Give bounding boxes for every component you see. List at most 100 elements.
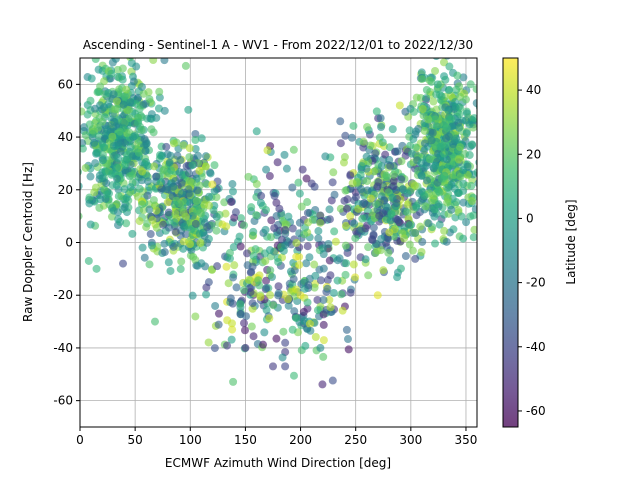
scatter-point-1162 bbox=[269, 301, 278, 310]
scatter-point-1577 bbox=[350, 219, 359, 228]
scatter-point-950 bbox=[202, 290, 211, 299]
scatter-point-1093 bbox=[310, 283, 319, 292]
scatter-point-1096 bbox=[248, 299, 257, 308]
scatter-point-1563 bbox=[411, 254, 420, 263]
scatter-point-841 bbox=[193, 151, 202, 160]
scatter-point-586 bbox=[135, 217, 144, 226]
scatter-point-2141 bbox=[411, 127, 420, 136]
scatter-point-1585 bbox=[328, 178, 337, 187]
scatter-point-1539 bbox=[330, 190, 339, 199]
scatter-point-2159 bbox=[459, 166, 468, 175]
scatter-point-2014 bbox=[469, 211, 477, 220]
scatter-point-372 bbox=[80, 107, 86, 116]
scatter-point-491 bbox=[102, 125, 111, 134]
x-tick-label-3: 150 bbox=[234, 433, 257, 447]
scatter-point-1113 bbox=[262, 306, 271, 315]
scatter-point-1635 bbox=[392, 199, 401, 208]
scatter-point-1180 bbox=[292, 285, 301, 294]
scatter-point-1248 bbox=[259, 340, 268, 349]
scatter-point-1053 bbox=[341, 131, 350, 140]
scatter-point-1777 bbox=[435, 220, 444, 229]
scatter-point-2121 bbox=[459, 186, 468, 195]
scatter-point-1650 bbox=[387, 210, 396, 219]
scatter-point-944 bbox=[214, 309, 223, 318]
scatter-point-1154 bbox=[292, 252, 301, 261]
scatter-point-2176 bbox=[373, 291, 382, 300]
scatter-point-1198 bbox=[292, 313, 301, 322]
scatter-point-1153 bbox=[240, 326, 249, 335]
scatter-point-1078 bbox=[237, 214, 246, 223]
scatter-point-1226 bbox=[265, 314, 274, 323]
scatter-point-2181 bbox=[316, 343, 325, 352]
y-axis-label: Raw Doppler Centroid [Hz] bbox=[21, 162, 35, 322]
scatter-point-479 bbox=[137, 82, 146, 91]
scatter-point-1998 bbox=[445, 62, 454, 71]
scatter-point-2102 bbox=[433, 80, 442, 89]
scatter-point-1578 bbox=[329, 168, 338, 177]
scatter-point-2161 bbox=[427, 77, 436, 86]
scatter-point-1283 bbox=[349, 121, 358, 130]
x-axis-label: ECMWF Azimuth Wind Direction [deg] bbox=[165, 456, 391, 470]
scatter-point-2145 bbox=[447, 115, 456, 124]
scatter-point-1215 bbox=[310, 260, 319, 269]
scatter-point-928 bbox=[319, 320, 328, 329]
scatter-point-2167 bbox=[417, 171, 426, 180]
scatter-point-1189 bbox=[266, 266, 275, 275]
scatter-point-1476 bbox=[397, 157, 406, 166]
scatter-point-2106 bbox=[453, 71, 462, 80]
scatter-point-2166 bbox=[459, 198, 468, 207]
scatter-point-1982 bbox=[478, 95, 486, 103]
scatter-point-894 bbox=[212, 212, 221, 221]
colorbar-ticks: -60 -40 -20 0 20 40 bbox=[518, 83, 546, 418]
scatter-point-759 bbox=[197, 259, 206, 268]
scatter-point-1726 bbox=[439, 58, 448, 67]
scatter-point-1615 bbox=[362, 152, 371, 161]
scatter-point-1387 bbox=[377, 123, 386, 132]
scatter-point-1266 bbox=[314, 234, 323, 243]
scatter-point-886 bbox=[167, 166, 176, 175]
scatter-point-1601 bbox=[408, 246, 417, 255]
scatter-point-2132 bbox=[443, 183, 452, 192]
scatter-point-1581 bbox=[349, 260, 358, 269]
scatter-point-984 bbox=[364, 271, 373, 280]
scatter-point-472 bbox=[102, 190, 111, 199]
scatter-point-695 bbox=[140, 253, 149, 262]
scatter-point-380 bbox=[80, 192, 81, 197]
scatter-point-1460 bbox=[378, 138, 387, 147]
scatter-point-136 bbox=[86, 172, 95, 181]
scatter-point-506 bbox=[95, 171, 104, 180]
scatter-point-1081 bbox=[251, 245, 260, 254]
scatter-point-1482 bbox=[340, 153, 349, 162]
scatter-point-2090 bbox=[418, 104, 427, 113]
scatter-point-1572 bbox=[418, 237, 427, 246]
scatter-point-2160 bbox=[461, 95, 470, 104]
scatter-point-883 bbox=[186, 177, 195, 186]
scatter-point-447 bbox=[147, 110, 156, 119]
scatter-point-952 bbox=[294, 178, 303, 187]
scatter-point-1588 bbox=[371, 200, 380, 209]
scatter-point-1678 bbox=[476, 150, 477, 154]
scatter-point-1141 bbox=[244, 275, 253, 284]
scatter-point-1218 bbox=[284, 295, 293, 304]
scatter-point-374 bbox=[155, 87, 164, 96]
scatter-point-2143 bbox=[462, 109, 471, 118]
scatter-point-2173 bbox=[84, 256, 93, 265]
scatter-point-2116 bbox=[411, 143, 420, 152]
scatter-point-590 bbox=[145, 260, 154, 269]
colorbar bbox=[503, 58, 518, 427]
scatter-point-1201 bbox=[223, 341, 232, 350]
scatter-point-1901 bbox=[466, 80, 475, 89]
scatter-point-1472 bbox=[385, 143, 394, 152]
scatter-point-843 bbox=[179, 208, 188, 217]
scatter-point-2033 bbox=[472, 99, 477, 108]
scatter-point-2127 bbox=[423, 176, 432, 185]
scatter-point-1275 bbox=[330, 227, 339, 236]
scatter-point-1237 bbox=[231, 208, 240, 217]
scatter-point-1210 bbox=[337, 290, 346, 299]
scatter-point-331 bbox=[85, 193, 94, 202]
scatter-point-1691 bbox=[472, 85, 477, 94]
scatter-point-780 bbox=[145, 205, 154, 214]
scatter-point-2156 bbox=[467, 197, 476, 206]
scatter-point-1269 bbox=[228, 180, 237, 189]
